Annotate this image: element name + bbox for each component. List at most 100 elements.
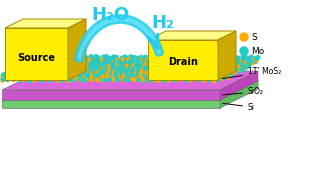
Circle shape (153, 65, 157, 69)
Circle shape (80, 77, 84, 81)
Circle shape (208, 61, 211, 64)
Circle shape (149, 59, 153, 63)
Circle shape (58, 74, 61, 78)
Circle shape (76, 70, 80, 74)
Circle shape (48, 64, 52, 68)
Circle shape (176, 66, 180, 70)
Circle shape (38, 58, 41, 61)
Circle shape (72, 71, 76, 74)
Circle shape (92, 71, 95, 74)
Circle shape (198, 77, 201, 81)
Circle shape (217, 64, 220, 68)
Circle shape (115, 59, 119, 63)
Circle shape (106, 65, 110, 68)
Circle shape (99, 65, 102, 68)
Circle shape (196, 56, 200, 60)
Circle shape (63, 71, 67, 75)
Circle shape (111, 63, 115, 67)
Circle shape (166, 71, 169, 74)
Circle shape (165, 61, 168, 64)
Circle shape (255, 59, 258, 62)
Circle shape (39, 61, 42, 64)
Circle shape (141, 77, 145, 81)
Circle shape (207, 64, 211, 68)
Circle shape (143, 65, 146, 69)
Circle shape (162, 69, 166, 72)
Circle shape (132, 64, 135, 67)
Circle shape (94, 56, 98, 60)
Circle shape (54, 62, 58, 66)
Circle shape (131, 68, 135, 72)
Circle shape (226, 76, 230, 79)
Circle shape (84, 71, 89, 75)
Circle shape (111, 73, 114, 77)
Circle shape (222, 61, 226, 65)
Circle shape (98, 61, 102, 65)
Circle shape (82, 74, 86, 78)
Circle shape (115, 69, 119, 72)
Circle shape (66, 57, 69, 60)
Circle shape (116, 62, 120, 65)
Circle shape (138, 71, 142, 75)
Circle shape (26, 71, 30, 75)
Circle shape (84, 65, 87, 69)
Circle shape (165, 69, 169, 73)
Circle shape (211, 62, 215, 66)
Circle shape (106, 69, 109, 73)
Circle shape (54, 68, 57, 71)
Circle shape (152, 57, 156, 60)
Circle shape (140, 71, 143, 74)
Circle shape (241, 55, 245, 58)
Circle shape (135, 68, 138, 71)
Circle shape (105, 55, 108, 58)
Circle shape (209, 71, 213, 74)
Circle shape (89, 59, 93, 63)
Circle shape (85, 63, 89, 66)
Circle shape (180, 58, 184, 61)
Circle shape (199, 62, 203, 66)
Circle shape (162, 58, 166, 61)
Circle shape (104, 69, 107, 72)
Circle shape (206, 58, 209, 62)
Circle shape (140, 60, 143, 64)
Circle shape (242, 62, 246, 65)
Circle shape (145, 70, 148, 74)
Circle shape (72, 63, 76, 67)
Circle shape (165, 71, 168, 74)
Circle shape (37, 65, 40, 69)
Circle shape (107, 56, 111, 60)
Circle shape (46, 68, 50, 72)
Circle shape (113, 67, 116, 70)
Circle shape (131, 70, 135, 73)
Circle shape (190, 74, 193, 78)
Circle shape (57, 61, 60, 64)
Circle shape (178, 65, 182, 69)
Text: 1T’ MoS₂: 1T’ MoS₂ (223, 67, 281, 79)
Circle shape (44, 57, 48, 60)
Circle shape (230, 66, 234, 70)
Circle shape (158, 74, 161, 78)
Circle shape (121, 58, 125, 62)
Circle shape (106, 59, 109, 62)
Circle shape (198, 58, 201, 62)
Circle shape (197, 65, 200, 69)
Circle shape (8, 73, 12, 77)
Circle shape (66, 71, 69, 74)
Circle shape (72, 59, 76, 63)
Circle shape (145, 68, 149, 72)
Circle shape (114, 60, 117, 64)
Circle shape (153, 75, 157, 79)
Circle shape (19, 64, 22, 67)
Circle shape (45, 60, 49, 64)
Circle shape (127, 68, 130, 71)
Circle shape (63, 61, 66, 65)
Circle shape (123, 55, 127, 59)
Circle shape (151, 76, 155, 79)
Circle shape (247, 60, 250, 64)
Circle shape (219, 74, 222, 77)
Circle shape (177, 78, 181, 81)
Circle shape (132, 67, 135, 70)
Circle shape (110, 66, 113, 70)
Circle shape (138, 69, 142, 73)
Circle shape (172, 68, 176, 72)
